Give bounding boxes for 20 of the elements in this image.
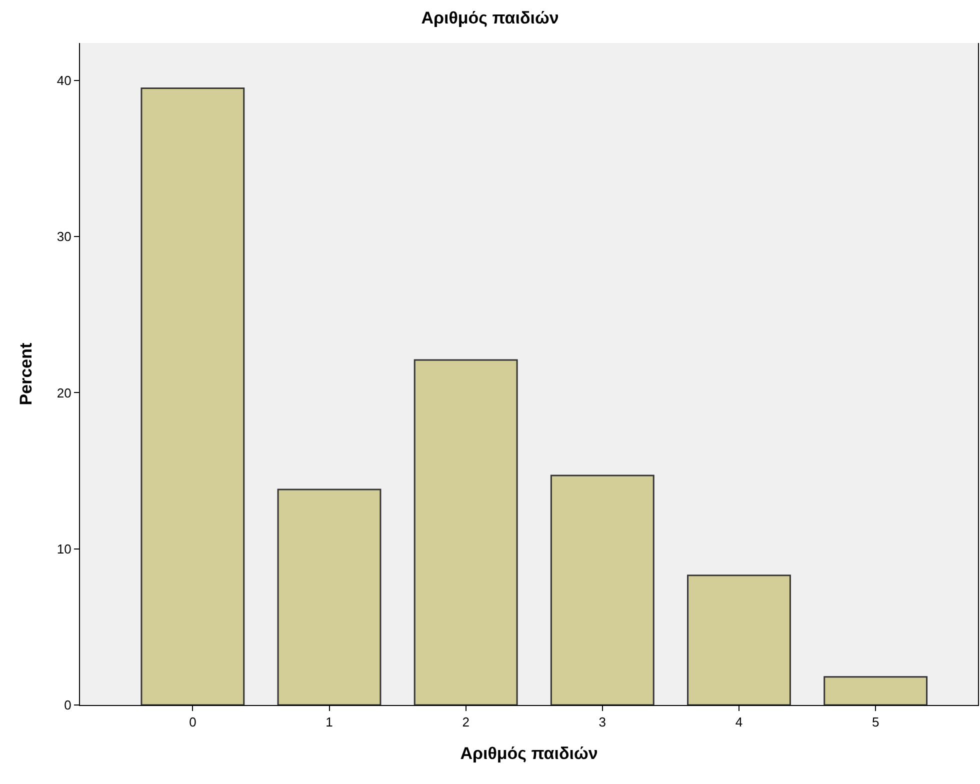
bar [140,88,245,705]
y-tick-label: 10 [56,541,72,556]
y-tick-label: 0 [64,698,72,713]
x-tick-label: 2 [462,714,470,730]
y-axis-title: Percent [16,342,36,406]
x-tick-label: 1 [326,714,333,730]
y-tick-label: 40 [56,73,72,88]
x-axis-title: Αριθμός παιδιών [460,744,598,763]
chart-title: Αριθμός παιδιών [421,8,559,28]
bar [277,488,382,705]
x-tick-label: 4 [735,714,743,730]
bar [550,474,654,705]
bar [687,574,791,705]
bar [414,359,518,705]
x-tick-label: 5 [872,714,880,730]
y-tick-label: 30 [56,229,72,244]
y-tick-label: 20 [56,385,72,400]
bar [824,676,928,705]
x-tick-label: 3 [598,714,606,730]
x-tick-label: 0 [189,714,196,730]
